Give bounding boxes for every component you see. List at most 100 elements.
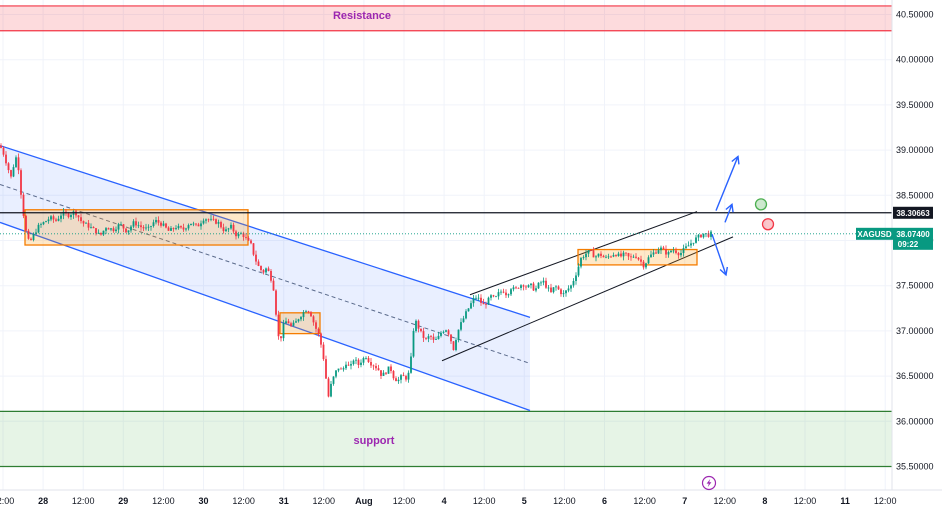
candle-body xyxy=(77,215,80,218)
candle-body xyxy=(102,230,105,235)
candle-body xyxy=(465,311,467,319)
candle-body xyxy=(105,228,107,231)
key-level-value: 38.30663 xyxy=(896,209,930,218)
candle-body xyxy=(57,218,60,221)
candle-body xyxy=(612,255,615,257)
candle-body xyxy=(287,321,290,324)
candle-body xyxy=(665,249,667,255)
candle-body xyxy=(182,227,185,230)
candle-body xyxy=(435,339,437,340)
candle-body xyxy=(242,233,245,238)
candle-body xyxy=(262,270,265,273)
candle-body xyxy=(347,364,350,366)
candle-body xyxy=(560,289,562,295)
candle-body xyxy=(380,370,382,376)
price-tick-label: 40.50000 xyxy=(896,10,934,20)
candle-body xyxy=(447,330,450,335)
candle-body xyxy=(537,282,540,289)
scenario-arrow-up xyxy=(724,204,733,223)
candle-body xyxy=(127,230,130,233)
candle-body xyxy=(295,321,297,323)
time-tick-label: 12:00 xyxy=(232,496,255,506)
candle-body xyxy=(300,317,302,320)
time-tick-label: 12:00 xyxy=(633,496,656,506)
candle-body xyxy=(195,223,197,225)
candle-body xyxy=(365,358,367,359)
candle-body xyxy=(192,223,195,225)
candle-body xyxy=(400,375,402,380)
candle-body xyxy=(270,270,272,281)
candle-body xyxy=(540,282,542,284)
candle-body xyxy=(5,154,7,164)
time-tick-label: 30 xyxy=(198,496,208,506)
candle-body xyxy=(147,226,150,228)
ascending-channel-upper xyxy=(469,211,698,296)
candle-body xyxy=(700,234,702,238)
candle-body xyxy=(567,288,570,291)
scenario-arrows xyxy=(711,155,740,277)
candle-body xyxy=(187,225,190,229)
candle-body xyxy=(482,302,485,305)
candle-body xyxy=(92,226,95,229)
candle-body xyxy=(180,226,182,228)
lightning-icon[interactable] xyxy=(701,475,717,491)
channels xyxy=(0,144,734,412)
candle-body xyxy=(512,287,515,290)
candle-body xyxy=(475,297,477,299)
candle-body xyxy=(260,265,262,271)
candle-body xyxy=(582,257,585,259)
candle-body xyxy=(497,292,500,297)
candle-body xyxy=(90,226,92,228)
candle-body xyxy=(332,376,335,384)
candle-body xyxy=(37,224,40,233)
candle-body xyxy=(135,221,137,226)
candle-body xyxy=(655,252,657,254)
candle-body xyxy=(172,228,175,230)
support-label: support xyxy=(354,435,395,447)
candle-body xyxy=(620,253,622,257)
candle-body xyxy=(680,253,682,256)
symbol-badge-bg xyxy=(856,227,893,240)
candle-body xyxy=(420,328,422,332)
time-tick-label: 8 xyxy=(762,496,767,506)
candle-body xyxy=(417,320,420,329)
candle-body xyxy=(355,359,357,361)
candle-body xyxy=(45,221,47,223)
candle-body xyxy=(142,227,145,229)
candle-body xyxy=(702,233,705,238)
candle-body xyxy=(627,253,630,257)
consolidation-box xyxy=(24,209,249,246)
candle-body xyxy=(137,225,140,227)
candle-body xyxy=(285,321,287,324)
candle-body xyxy=(87,222,90,228)
time-tick-label: 12:00 xyxy=(874,496,897,506)
candle-body xyxy=(407,372,410,380)
candle-body xyxy=(477,297,480,299)
time-tick-label: 12:00 xyxy=(313,496,336,506)
symbol-label: XAGUSD xyxy=(857,230,891,239)
time-tick-label: 12:00 xyxy=(72,496,95,506)
candle-body xyxy=(430,336,432,337)
candle-body xyxy=(690,243,692,246)
scenario-arrow-head xyxy=(725,202,734,213)
candle-body xyxy=(160,222,162,226)
candle-body xyxy=(372,365,375,367)
candle-body xyxy=(310,312,312,317)
candle-body xyxy=(290,323,292,326)
candle-body xyxy=(80,217,82,222)
candle-body xyxy=(55,219,57,221)
price-tick-label: 36.00000 xyxy=(896,416,934,426)
candle-body xyxy=(635,256,637,258)
candle-body xyxy=(395,378,397,382)
candle-body xyxy=(445,330,447,332)
time-axis[interactable]: 12:00 28 12:00 29 12:00 30 12:00 31 12:00 Aug 12:0… xyxy=(0,496,896,506)
candle-body xyxy=(277,314,280,337)
candle-body xyxy=(40,224,42,226)
candle-body xyxy=(17,157,20,171)
candle-body xyxy=(672,250,675,252)
candle-body xyxy=(157,219,160,223)
candle-body xyxy=(190,223,192,226)
candle-body xyxy=(345,364,347,369)
candle-body xyxy=(392,371,395,379)
